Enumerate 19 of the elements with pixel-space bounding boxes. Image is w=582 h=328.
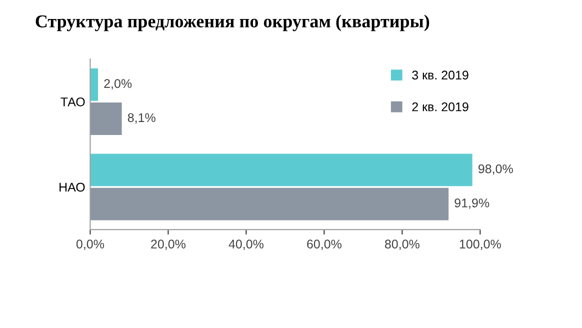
x-tick-label: 40,0% [228, 240, 264, 250]
data-label: 8,1% [128, 113, 156, 124]
data-label: 98,0% [478, 164, 513, 175]
data-label: 2,0% [104, 79, 132, 90]
x-tick-label: 60,0% [307, 240, 342, 250]
x-tick-label: 0,0% [76, 240, 104, 250]
bar [90, 102, 122, 135]
legend-label: 3 кв. 2019 [412, 70, 468, 80]
y-tick-label: ТАО [60, 97, 85, 106]
legend-label: 2 кв. 2019 [412, 102, 468, 112]
x-tick-label: 20,0% [151, 240, 186, 250]
x-tick-label: 80,0% [384, 240, 420, 250]
x-tick-label: 100,0% [460, 240, 501, 250]
bar [90, 154, 472, 186]
y-tick-label: НАО [60, 182, 85, 192]
bar [90, 188, 449, 220]
bar [90, 68, 98, 101]
chart-title: Структура предложения по округам (квартиры) [36, 14, 430, 32]
data-label: 91,9% [454, 198, 490, 209]
